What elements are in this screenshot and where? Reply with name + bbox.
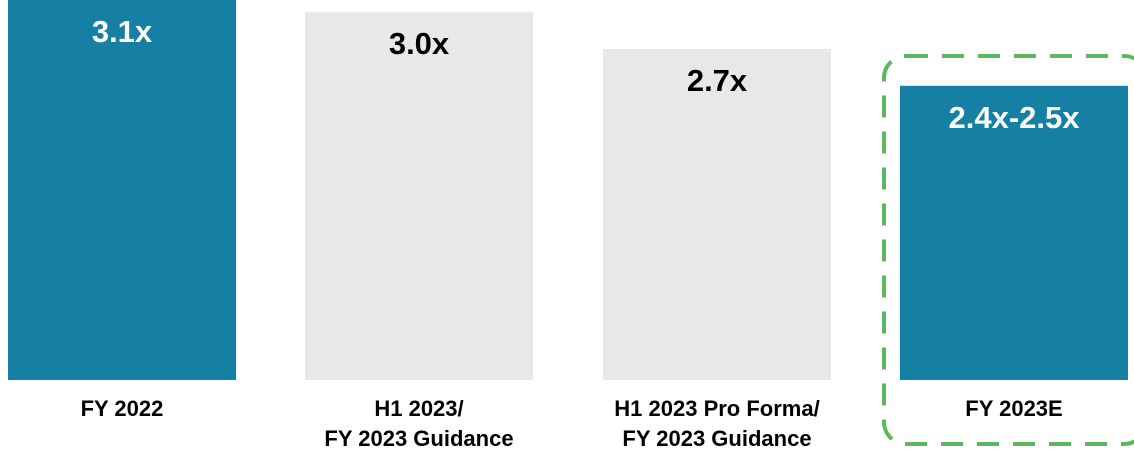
value-label: 3.1x [91,14,153,49]
value-label: 3.0x [388,26,450,62]
bar [603,49,831,380]
bar [900,85,1128,380]
x-tick-label: FY 2022 [80,396,164,421]
value-label: 2.4x-2.5x [948,99,1080,135]
x-tick-label: H1 2023/ FY 2023 Guidance [324,396,514,451]
highlight-box [882,54,1134,446]
x-tick-label: H1 2023 Pro Forma/ FY 2023 Guidance [614,396,820,451]
bar [305,12,533,381]
x-tick-label: FY 2023E [965,396,1063,421]
bar [8,0,236,380]
value-label: 2.7x [686,63,748,99]
